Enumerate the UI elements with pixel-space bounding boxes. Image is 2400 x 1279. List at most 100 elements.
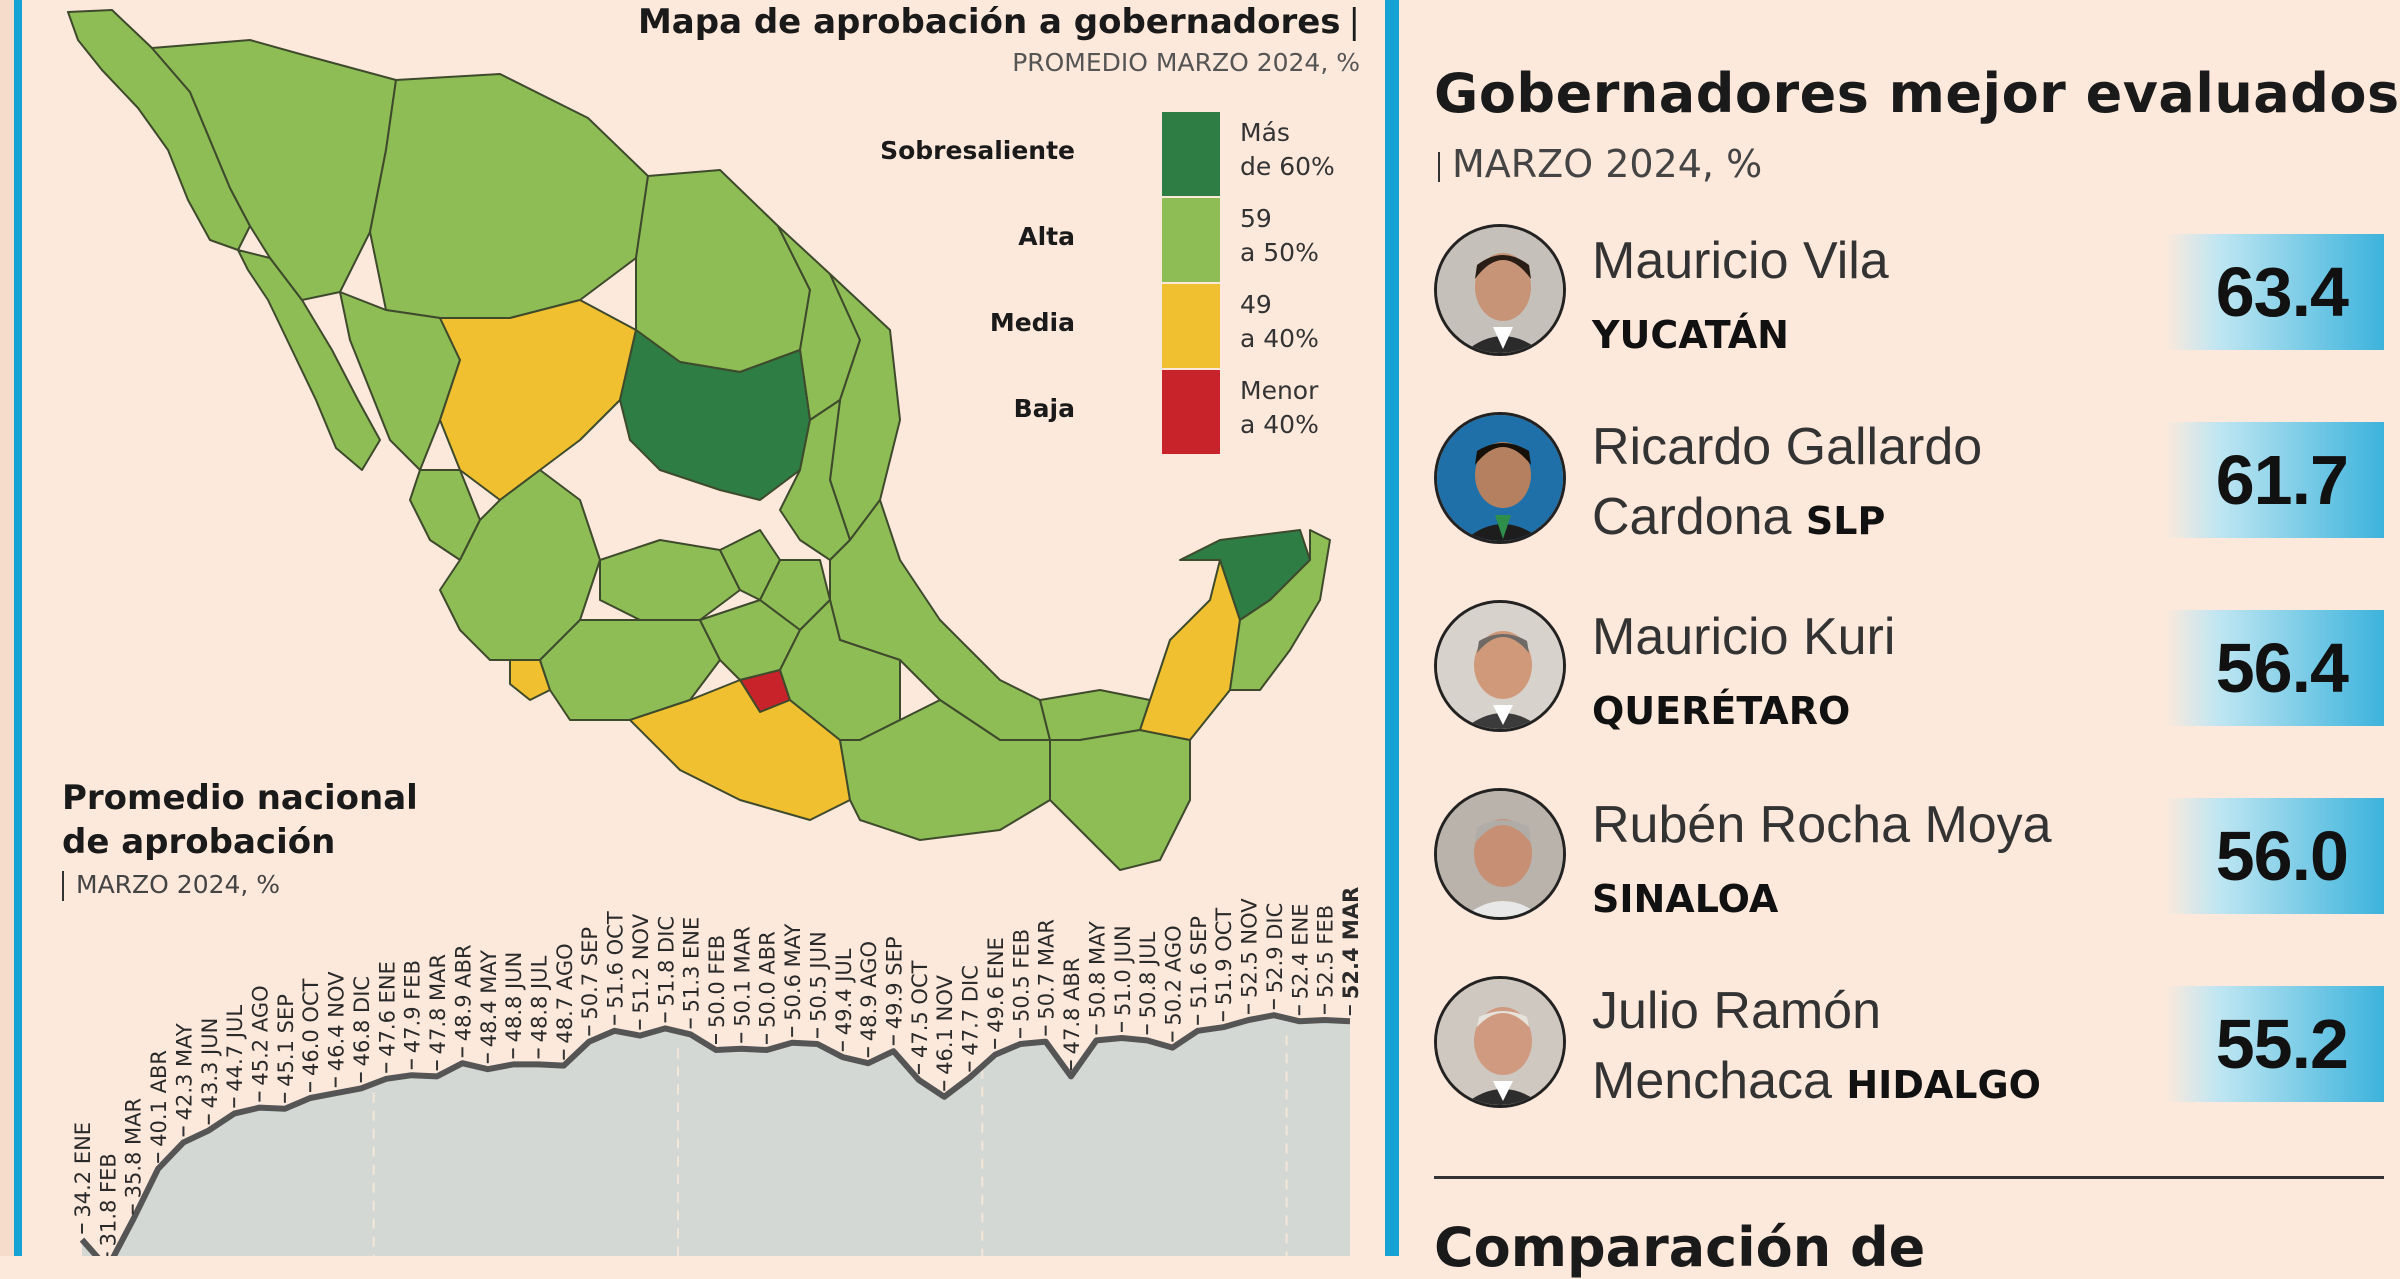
state-michoacan [539, 619, 721, 721]
data-label: 50.5 FEB [1009, 929, 1033, 1022]
data-label: 47.7 DIC [959, 965, 983, 1055]
data-label: 43.3 JUN [198, 1018, 222, 1109]
data-label: 48.4 MAY [477, 950, 501, 1047]
governor-row: Ricardo Gallardo Cardona SLP 61.7 [1434, 412, 2384, 562]
legend-label: Sobresaliente [880, 136, 1075, 165]
next-section-title: Comparación de [1434, 1216, 1926, 1279]
avatar [1434, 224, 1566, 356]
data-label: 34.2 ENE [71, 1122, 95, 1218]
score-badge: 63.4 [2164, 234, 2384, 350]
legend-swatch [1162, 284, 1220, 368]
data-label: 47.8 ABR [1060, 958, 1084, 1055]
series-line [79, 1012, 1351, 1256]
data-label: 50.7 MAR [1035, 919, 1059, 1020]
governor-state: HIDALGO [1846, 1063, 2041, 1107]
data-label: 48.8 JUN [502, 952, 526, 1043]
governor-name: Mauricio Kuri QUERÉTARO [1592, 608, 1896, 733]
state-quintana-roo [1229, 529, 1331, 691]
data-label: 52.4 MAR [1339, 887, 1363, 999]
state-zacatecas [619, 329, 811, 501]
data-label: 45.2 AGO [249, 985, 273, 1085]
governor-name: Rubén Rocha Moya SINALOA [1592, 796, 2052, 921]
data-label: 50.2 AGO [1161, 925, 1185, 1025]
data-label: 51.9 OCT [1212, 908, 1236, 1006]
legend-item-alta: Alta 59 a 50% [940, 198, 1360, 284]
left-accent-bar [14, 0, 22, 1256]
map-subtitle: PROMEDIO MARZO 2024, % [1012, 48, 1360, 77]
data-label: 47.9 FEB [401, 960, 425, 1053]
avatar [1434, 976, 1566, 1108]
score-badge: 56.4 [2164, 610, 2384, 726]
state-sinaloa [339, 291, 461, 471]
score-badge: 61.7 [2164, 422, 2384, 538]
governor-state: QUERÉTARO [1592, 689, 1851, 733]
data-label: 52.9 DIC [1263, 903, 1287, 993]
data-label: 47.6 ENE [375, 961, 399, 1057]
data-label: 48.7 AGO [553, 943, 577, 1043]
chart-subtitle: MARZO 2024, % [62, 870, 280, 901]
governor-name: Julio Ramón Menchaca HIDALGO [1592, 982, 2041, 1110]
data-label: 44.7 JUL [223, 1005, 247, 1092]
data-label: 50.5 JUN [806, 931, 830, 1022]
chart-title: Promedio nacional de aprobación [62, 778, 418, 862]
data-label: 46.8 DIC [350, 976, 374, 1066]
state-jalisco [439, 469, 601, 661]
data-label: 51.6 SEP [1187, 916, 1211, 1009]
legend-item-sobresaliente: Sobresaliente Más de 60% [880, 112, 1360, 198]
legend-range: 49 a 40% [1240, 290, 1319, 353]
legend-item-media: Media 49 a 40% [940, 284, 1360, 370]
governor-row: Julio Ramón Menchaca HIDALGO 55.2 [1434, 976, 2384, 1126]
data-label: 47.8 MAR [426, 954, 450, 1055]
legend-range: 59 a 50% [1240, 204, 1319, 267]
ranking-title: Gobernadores mejor evaluados [1434, 62, 2400, 125]
section-divider [1434, 1176, 2384, 1179]
data-label: 46.4 NOV [325, 971, 349, 1071]
governor-state: SINALOA [1592, 877, 1779, 921]
data-label: 51.6 OCT [604, 911, 628, 1009]
data-label: 51.8 DIC [654, 916, 678, 1006]
governor-name: Ricardo Gallardo Cardona SLP [1592, 418, 1983, 546]
data-label: 40.1 ABR [147, 1050, 171, 1147]
data-label: 50.1 MAR [730, 926, 754, 1027]
legend-range: Más de 60% [1240, 118, 1335, 181]
data-label: 46.0 OCT [299, 978, 323, 1076]
legend-label: Media [989, 308, 1075, 337]
data-label: 51.2 NOV [629, 913, 653, 1013]
state-sonora [151, 39, 397, 301]
data-label: 45.1 SEP [274, 994, 298, 1087]
center-accent-bar [1385, 0, 1399, 1256]
mexico-map [67, 9, 1331, 871]
legend-label: Baja [1013, 394, 1075, 423]
data-label: 35.8 MAR [122, 1098, 146, 1199]
data-label: 51.3 ENE [680, 917, 704, 1013]
series-area [82, 1015, 1350, 1256]
data-label: 52.5 NOV [1238, 898, 1262, 998]
data-label: 50.6 MAY [781, 924, 805, 1021]
data-label: 49.4 JUL [832, 948, 856, 1035]
legend-swatch [1162, 112, 1220, 196]
data-label: 47.5 OCT [908, 960, 932, 1058]
score-badge: 55.2 [2164, 986, 2384, 1102]
legend-swatch [1162, 198, 1220, 282]
avatar [1434, 788, 1566, 920]
legend-item-baja: Baja Menor a 40% [940, 370, 1360, 456]
governor-state: SLP [1805, 499, 1886, 543]
governor-name: Mauricio Vila YUCATÁN [1592, 232, 1889, 357]
data-label: 50.8 JUL [1136, 931, 1160, 1018]
data-label: 48.9 ABR [451, 944, 475, 1041]
legend-range: Menor a 40% [1240, 376, 1319, 439]
state-durango [439, 299, 637, 501]
governor-row: Mauricio Kuri QUERÉTARO 56.4 [1434, 600, 2384, 750]
legend-label: Alta [1018, 222, 1075, 251]
data-label: 51.0 JUN [1111, 925, 1135, 1016]
data-label: 49.6 ENE [984, 937, 1008, 1033]
page-left-margin [0, 0, 14, 1256]
data-label: 50.8 MAY [1085, 921, 1109, 1018]
data-label: 50.0 FEB [705, 935, 729, 1028]
data-label: 48.9 AGO [857, 941, 881, 1041]
data-label: 50.7 SEP [578, 927, 602, 1020]
governor-row: Rubén Rocha Moya SINALOA 56.0 [1434, 788, 2384, 938]
map-title: Mapa de aprobación a gobernadores | [637, 2, 1360, 42]
data-label: 42.3 MAY [172, 1023, 196, 1120]
data-label: 52.4 ENE [1288, 904, 1312, 1000]
